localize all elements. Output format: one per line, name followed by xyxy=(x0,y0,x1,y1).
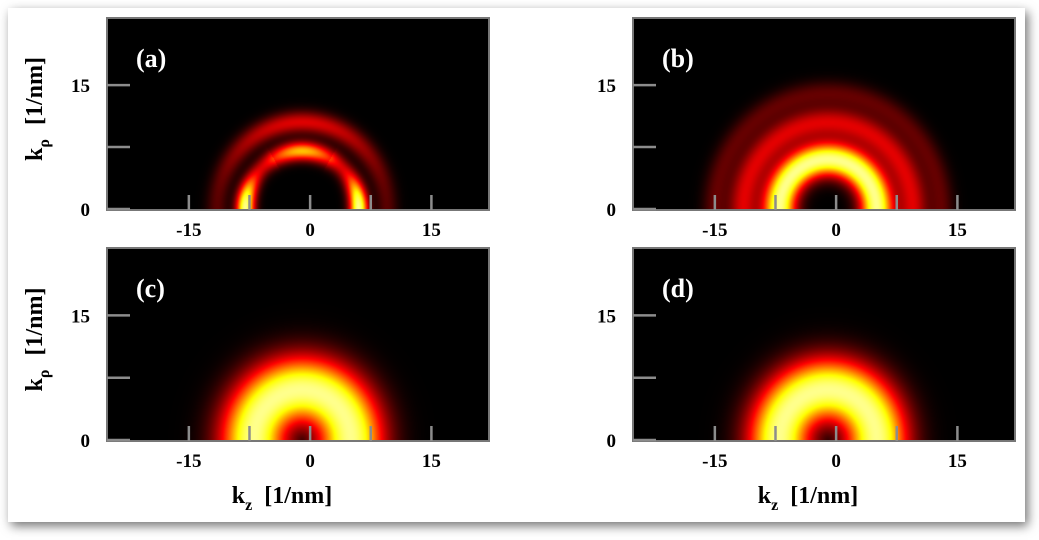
panel-b-xtick-label: 0 xyxy=(831,220,841,241)
panel-d-xtick-label: 0 xyxy=(831,451,841,472)
xlabel-c: kz [1/nm] xyxy=(232,483,332,514)
panel-b-frame xyxy=(632,17,1016,211)
panel-b-ytick-label: 15 xyxy=(597,76,616,97)
panel-d-xtick-label: 15 xyxy=(948,451,967,472)
ylabel-text: kρ[1/nm] xyxy=(22,57,53,161)
panel-d-ytick-label: 15 xyxy=(597,306,616,327)
panel-c-label: (c) xyxy=(136,274,165,303)
panel-c-xtick-label: 0 xyxy=(305,451,315,472)
panel-a-frame xyxy=(106,17,490,211)
panel-b-xtick-label: 15 xyxy=(948,220,967,241)
ylabel-a: kρ[1/nm] xyxy=(22,57,53,161)
panel-b-xtick-label: -15 xyxy=(702,220,727,241)
panel-d-heatmap xyxy=(634,249,1014,440)
panel-d-xtick-label: -15 xyxy=(702,451,727,472)
panel-c-heatmap xyxy=(108,249,488,440)
panel-a-ytick-label: 0 xyxy=(81,200,91,221)
xlabel-d: kz [1/nm] xyxy=(758,483,858,514)
panel-b-label: (b) xyxy=(662,44,694,73)
panel-c-xtick-label: -15 xyxy=(176,451,201,472)
panel-a-xtick-label: -15 xyxy=(176,220,201,241)
panel-c-ytick-label: 15 xyxy=(71,306,90,327)
panel-b-heatmap xyxy=(634,19,1014,209)
ylabel-text: kρ[1/nm] xyxy=(22,288,53,392)
panel-b-ytick-label: 0 xyxy=(607,200,617,221)
panel-d-ytick-label: 0 xyxy=(607,431,617,452)
panel-a-xtick-label: 0 xyxy=(305,220,315,241)
panel-a-label: (a) xyxy=(136,44,166,73)
ylabel-c: kρ[1/nm] xyxy=(22,288,53,392)
panel-c-ytick-label: 0 xyxy=(81,431,91,452)
panel-a-ytick-label: 15 xyxy=(71,76,90,97)
panel-d-frame xyxy=(632,247,1016,442)
panel-a-xtick-label: 15 xyxy=(422,220,441,241)
panel-c-frame xyxy=(106,247,490,442)
panel-a-heatmap xyxy=(108,19,488,209)
panel-c-xtick-label: 15 xyxy=(422,451,441,472)
panel-d-label: (d) xyxy=(662,274,694,303)
